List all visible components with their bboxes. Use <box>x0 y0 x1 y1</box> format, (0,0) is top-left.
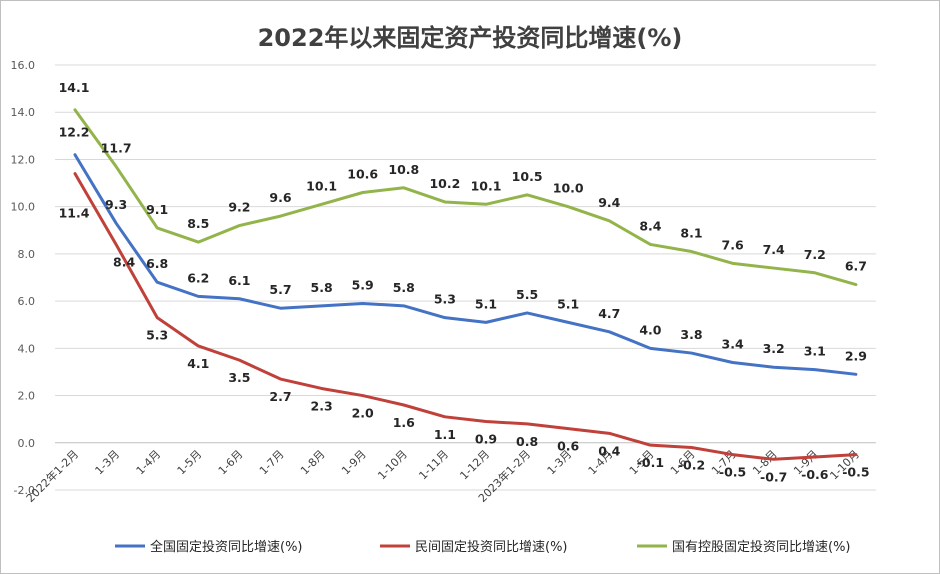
x-tick-label: 1-3月 <box>93 448 123 478</box>
data-label: 10.1 <box>471 178 502 193</box>
x-tick-label: 1-12月 <box>457 448 492 483</box>
data-label: 9.6 <box>269 190 291 205</box>
x-tick-label: 1-5月 <box>175 448 205 478</box>
data-label: 0.9 <box>475 432 497 447</box>
y-tick-label: 14.0 <box>11 106 36 119</box>
x-tick-label: 1-8月 <box>298 448 328 478</box>
y-tick-label: 6.0 <box>18 295 36 308</box>
data-label: 3.4 <box>722 337 744 352</box>
data-label: 5.3 <box>146 328 168 343</box>
data-label: 5.9 <box>352 277 374 292</box>
data-label: 10.8 <box>388 162 419 177</box>
x-tick-label: 1-6月 <box>216 448 246 478</box>
data-label: 10.0 <box>553 181 584 196</box>
data-label: -0.5 <box>842 465 869 480</box>
legend-label: 国有控股固定投资同比增速(%) <box>672 539 851 555</box>
y-axis: -2.0 0.0 2.0 4.0 6.0 8.0 10.0 12.0 14.0 16.0 <box>11 59 36 497</box>
x-tick-label: 2022年1-2月 <box>23 447 81 505</box>
series-line <box>73 172 858 461</box>
data-label: 5.5 <box>516 287 538 302</box>
data-label: -0.2 <box>678 458 705 473</box>
legend: 全国固定投资同比增速(%) 民间固定投资同比增速(%) 国有控股固定投资同比增速(%… <box>115 539 851 555</box>
data-label: 6.2 <box>187 270 209 285</box>
legend-label: 全国固定投资同比增速(%) <box>150 539 303 555</box>
data-label: 6.1 <box>228 273 250 288</box>
data-label: 6.7 <box>845 259 867 274</box>
data-label: 11.7 <box>101 141 132 156</box>
data-label: 2.3 <box>311 398 333 413</box>
y-tick-label: 4.0 <box>18 342 36 355</box>
data-label: 5.7 <box>269 282 291 297</box>
data-label: 1.1 <box>434 427 456 442</box>
data-label: 9.4 <box>598 195 620 210</box>
data-label: 7.6 <box>722 237 744 252</box>
data-label: 1.6 <box>393 415 415 430</box>
data-label: 2.0 <box>352 406 374 421</box>
data-label: 4.0 <box>639 322 661 337</box>
data-label: 9.3 <box>105 197 127 212</box>
data-label: -0.5 <box>719 465 746 480</box>
data-label: 4.7 <box>598 306 620 321</box>
data-label: -0.1 <box>637 455 664 470</box>
data-label: 3.5 <box>228 370 250 385</box>
data-labels: 12.2 9.3 6.8 6.2 6.1 5.7 5.8 5.9 5.8 5.3 5.1 5.5 5.1… <box>59 80 870 484</box>
x-tick-label: 1-11月 <box>416 448 451 483</box>
data-label: 11.4 <box>59 206 90 221</box>
data-label: 9.2 <box>228 200 250 215</box>
data-label: 5.3 <box>434 292 456 307</box>
data-label: 5.8 <box>393 280 415 295</box>
data-label: 7.2 <box>804 247 826 262</box>
chart-title: 2022年以来固定资产投资同比增速(%) <box>258 24 683 52</box>
data-label: 5.8 <box>311 280 333 295</box>
data-label: 12.2 <box>59 125 90 140</box>
data-label: 4.1 <box>187 356 209 371</box>
data-label: 10.6 <box>347 167 378 182</box>
data-label: 14.1 <box>59 80 90 95</box>
data-label: 10.1 <box>306 178 337 193</box>
data-label: 8.4 <box>113 254 135 269</box>
y-tick-label: 10.0 <box>11 201 36 214</box>
y-tick-label: 12.0 <box>11 153 36 166</box>
data-label: 7.4 <box>763 242 785 257</box>
data-label: 3.2 <box>763 341 785 356</box>
y-tick-label: -2.0 <box>14 484 35 497</box>
data-label: 9.1 <box>146 202 168 217</box>
data-label: 8.4 <box>639 218 661 233</box>
y-tick-label: 8.0 <box>18 248 36 261</box>
x-tick-label: 1-10月 <box>375 448 410 483</box>
series-lines <box>73 108 858 461</box>
grid-lines <box>55 64 876 491</box>
data-label: -0.6 <box>801 467 829 482</box>
y-tick-label: 0.0 <box>18 437 36 450</box>
data-label: 2.7 <box>269 389 291 404</box>
y-tick-label: 16.0 <box>11 59 36 72</box>
data-label: 0.8 <box>516 434 538 449</box>
data-label: 6.8 <box>146 256 168 271</box>
data-label: 0.4 <box>598 443 620 458</box>
series-line <box>73 153 858 376</box>
data-label: 3.8 <box>680 327 702 342</box>
data-label: 10.5 <box>512 169 543 184</box>
x-tick-label: 1-9月 <box>339 448 369 478</box>
data-label: 3.1 <box>804 344 826 359</box>
data-label: 5.1 <box>475 296 497 311</box>
y-tick-label: 2.0 <box>18 390 36 403</box>
data-label: 5.1 <box>557 296 579 311</box>
data-label: 10.2 <box>429 176 460 191</box>
data-label: -0.7 <box>760 469 787 484</box>
x-tick-label: 1-4月 <box>134 448 164 478</box>
data-label: 0.6 <box>557 439 579 454</box>
data-label: 8.5 <box>187 216 209 231</box>
legend-label: 民间固定投资同比增速(%) <box>415 539 568 555</box>
x-tick-label: 1-7月 <box>257 448 287 478</box>
series-line <box>73 108 858 287</box>
data-label: 2.9 <box>845 348 867 363</box>
data-label: 8.1 <box>680 226 702 241</box>
